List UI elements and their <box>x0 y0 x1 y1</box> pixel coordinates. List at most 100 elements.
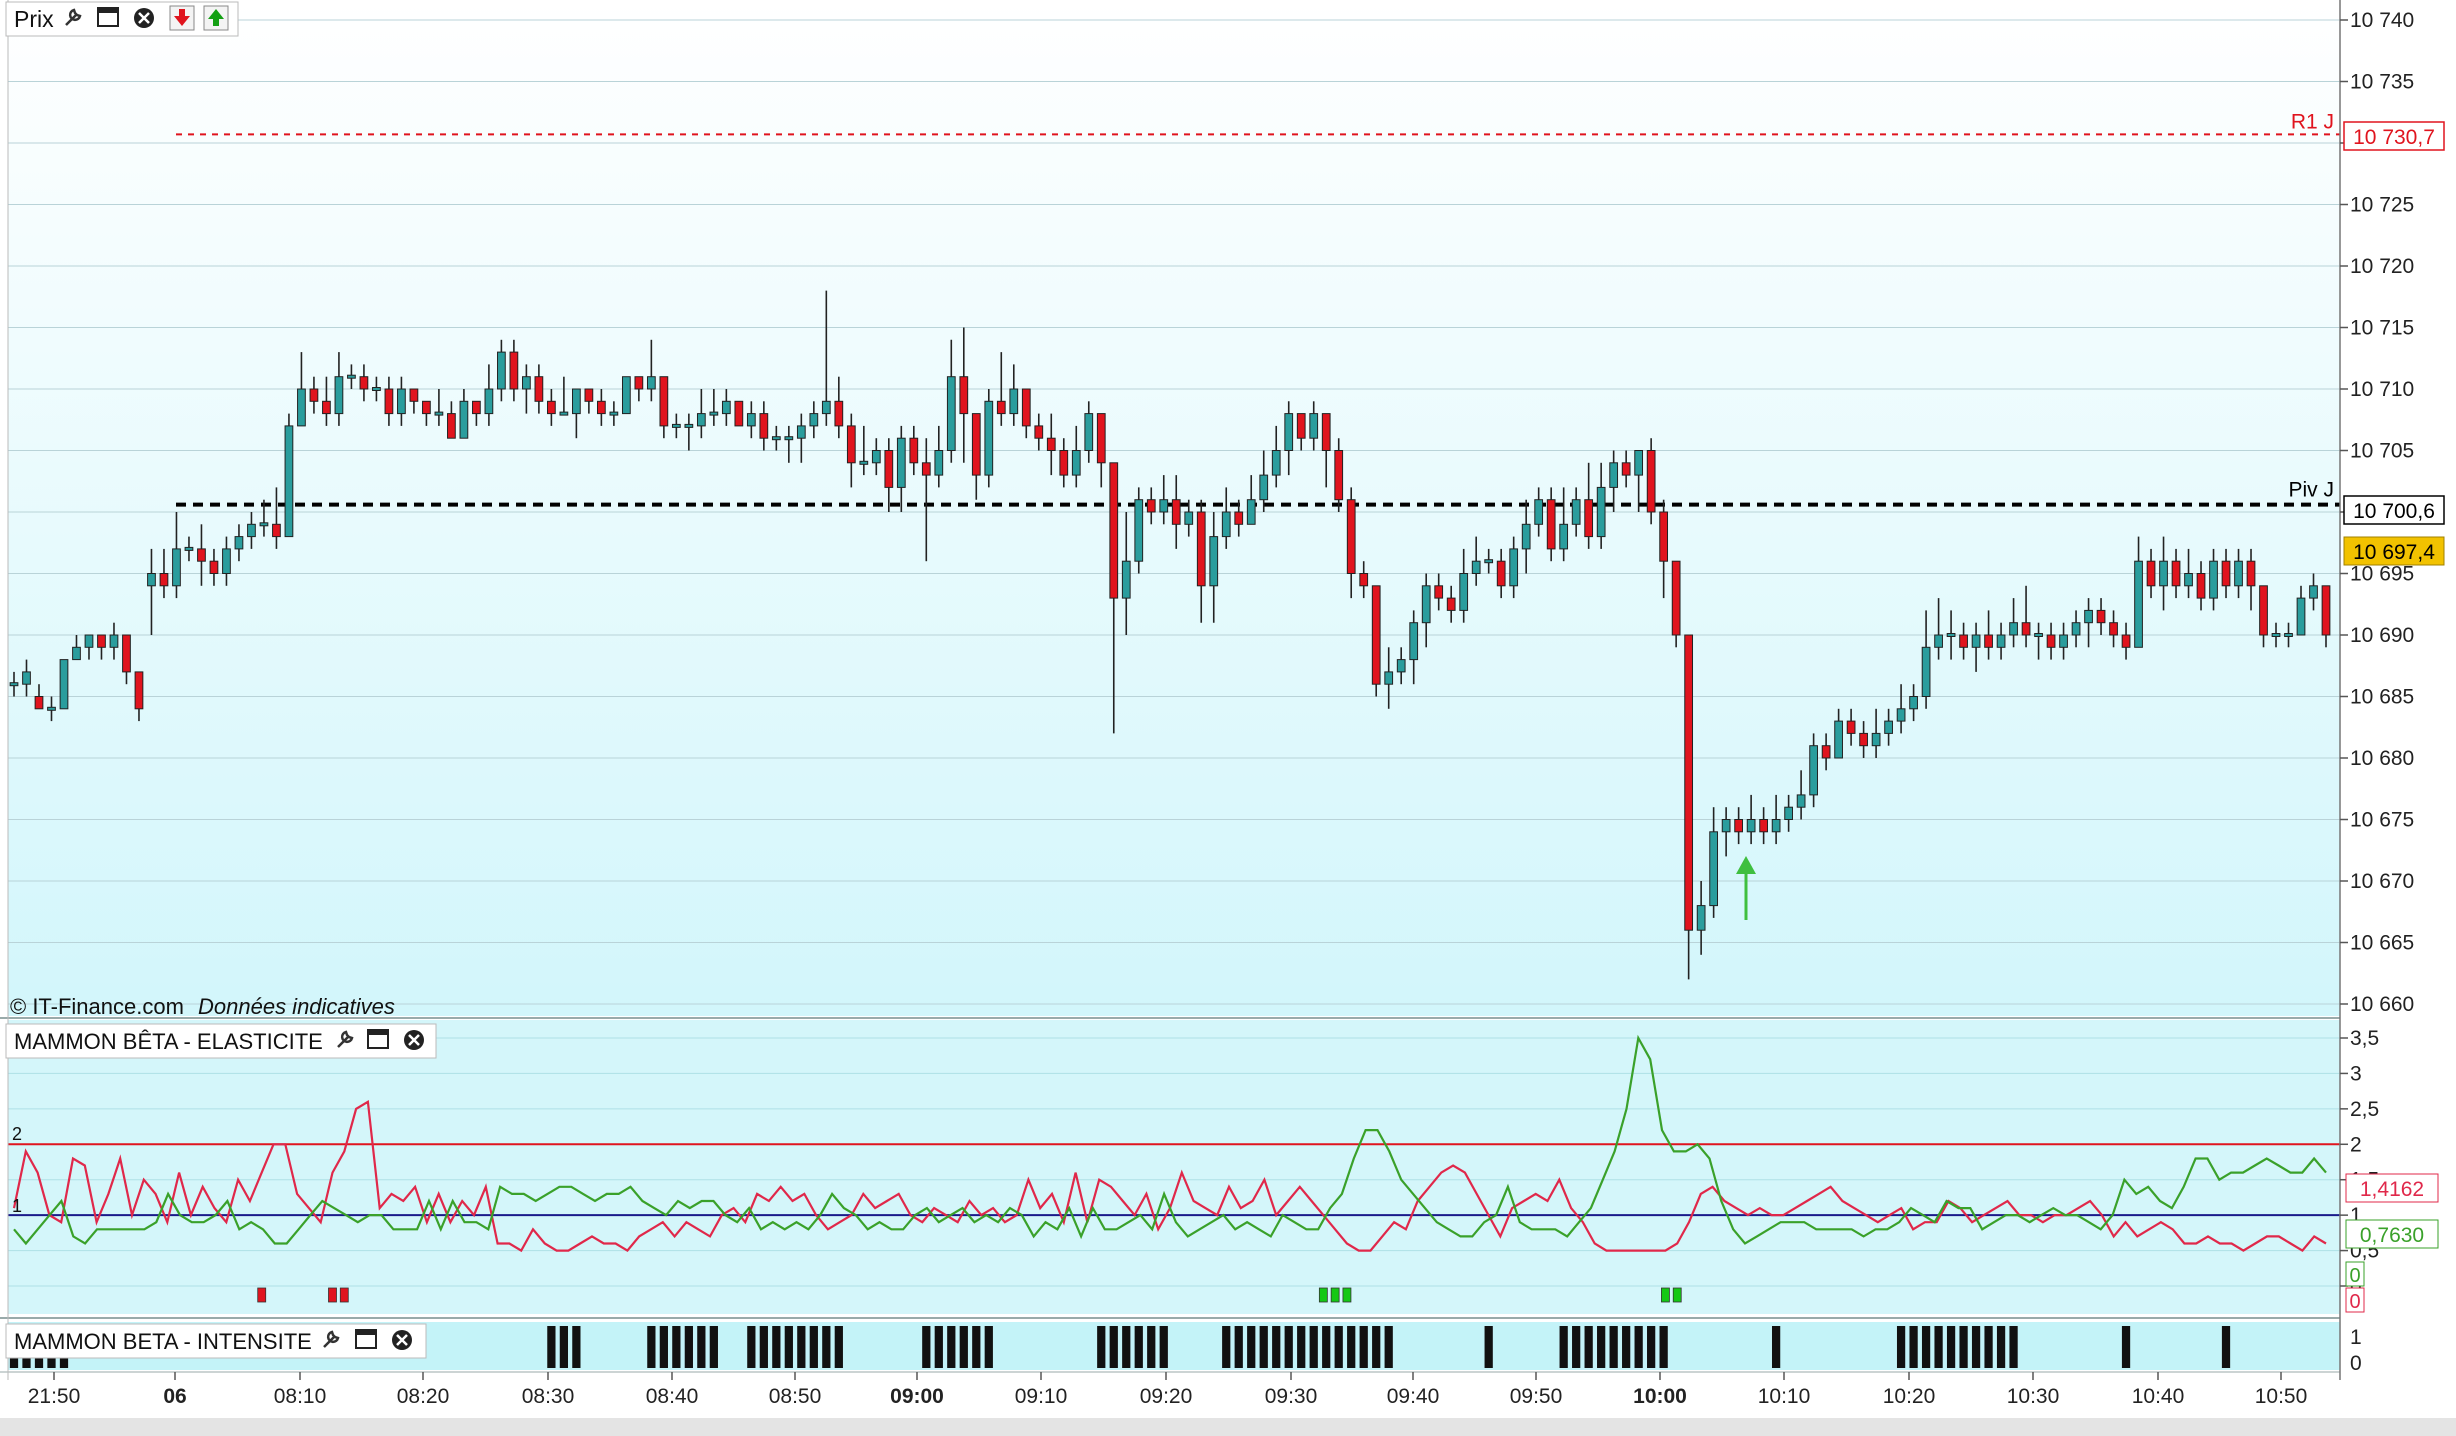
intensity-bar <box>972 1326 981 1368</box>
elasticity-markers <box>257 1287 1682 1303</box>
candle-body <box>1959 634 1968 648</box>
candle <box>2146 548 2156 599</box>
elasticity-signal-marker <box>1342 1287 1352 1303</box>
r1-value-tag: 10 730,7 <box>2343 121 2445 151</box>
candle <box>646 339 656 402</box>
candle-body <box>1246 499 1256 525</box>
candle <box>1984 610 1993 660</box>
candle <box>1584 462 1594 549</box>
candle-body <box>1034 425 1044 439</box>
price-tick-label: 10 680 <box>2350 747 2414 770</box>
wrench-icon[interactable] <box>323 1330 340 1348</box>
candle <box>197 524 206 586</box>
candle <box>1921 610 1931 709</box>
candle-body <box>309 388 319 402</box>
red-count-tag: 0 <box>2345 1287 2365 1313</box>
bottom-scrollbar[interactable] <box>0 1418 2456 1436</box>
candle-body <box>2096 609 2106 624</box>
candle <box>621 376 631 415</box>
wrench-icon[interactable] <box>65 8 82 26</box>
candle-body <box>1796 794 1806 808</box>
elasticity-signal-marker <box>1661 1287 1670 1303</box>
candle-body <box>447 413 456 439</box>
candle-body <box>809 413 819 427</box>
window-icon[interactable] <box>367 1029 389 1049</box>
elasticity-tick-label: 3 <box>2350 1062 2362 1085</box>
candle <box>684 413 694 451</box>
candle-body <box>1859 732 1868 747</box>
candle-body <box>846 425 856 464</box>
candle-body <box>1734 819 1744 833</box>
candle <box>2046 622 2056 660</box>
candle <box>2271 622 2281 648</box>
intensity-bar <box>1259 1326 1268 1368</box>
candle-body <box>84 634 94 648</box>
candle <box>1134 487 1144 574</box>
candle <box>871 438 881 476</box>
candle <box>1671 560 1681 648</box>
candle-body <box>2284 633 2293 637</box>
wrench-icon[interactable] <box>337 1030 354 1048</box>
candle <box>734 400 744 427</box>
candle-body <box>134 671 144 710</box>
candle <box>1896 684 1906 734</box>
candle <box>2196 561 2206 611</box>
intensity-bar <box>1597 1326 1606 1368</box>
candle <box>1471 536 1481 586</box>
candle <box>759 401 769 451</box>
move-down-icon[interactable] <box>169 5 195 31</box>
candle <box>1734 807 1744 845</box>
move-up-icon[interactable] <box>203 5 229 31</box>
price-tick-label: 10 675 <box>2350 809 2414 832</box>
candle <box>1209 512 1219 623</box>
candle-body <box>1621 462 1631 476</box>
intensity-bar <box>1634 1326 1643 1368</box>
candle-body <box>372 387 381 391</box>
candle-body <box>34 696 44 710</box>
candle-body <box>97 634 106 648</box>
candle-body <box>334 376 344 415</box>
candle <box>1271 425 1281 488</box>
time-tick-label: 09:20 <box>1140 1385 1193 1408</box>
candle-body <box>759 413 769 439</box>
window-icon[interactable] <box>97 7 119 27</box>
candle <box>272 487 281 549</box>
candle <box>522 364 531 414</box>
candle <box>572 388 581 439</box>
intensity-bar <box>922 1326 931 1368</box>
intensity-bar <box>1771 1326 1781 1368</box>
candle-body <box>1371 585 1381 685</box>
candle-body <box>359 376 369 390</box>
intensity-bar <box>1109 1326 1118 1368</box>
candle <box>896 425 906 512</box>
candle-body <box>297 388 306 427</box>
elasticity-panel-title: MAMMON BÊTA - ELASTICITE <box>14 1029 323 1054</box>
candle <box>2134 536 2143 648</box>
candle <box>384 376 394 426</box>
candle-body <box>2321 585 2331 636</box>
intensity-bar <box>1247 1326 1256 1368</box>
candle-body <box>234 536 244 550</box>
candle <box>322 376 331 426</box>
candle-body <box>1121 560 1131 599</box>
window-icon[interactable] <box>355 1329 377 1349</box>
close-icon[interactable] <box>134 8 154 28</box>
close-icon[interactable] <box>404 1030 424 1050</box>
candle <box>971 413 981 500</box>
candle <box>1609 450 1619 512</box>
intensity-bar <box>747 1326 756 1368</box>
candle-body <box>2259 585 2268 636</box>
candle-body <box>1784 806 1793 821</box>
intensity-bar <box>1934 1326 1943 1368</box>
candle <box>1771 794 1781 845</box>
candle <box>2234 548 2243 599</box>
copyright-note: © IT-Finance.com Données indicatives <box>10 994 395 1019</box>
intensity-bar <box>1959 1326 1968 1368</box>
elasticity-green-line <box>13 1034 2327 1246</box>
candle-body <box>784 436 794 441</box>
candle-body <box>1084 413 1094 452</box>
candle <box>72 635 81 661</box>
candle <box>1059 438 1069 488</box>
candle-body <box>2084 609 2093 624</box>
close-icon[interactable] <box>392 1330 412 1350</box>
